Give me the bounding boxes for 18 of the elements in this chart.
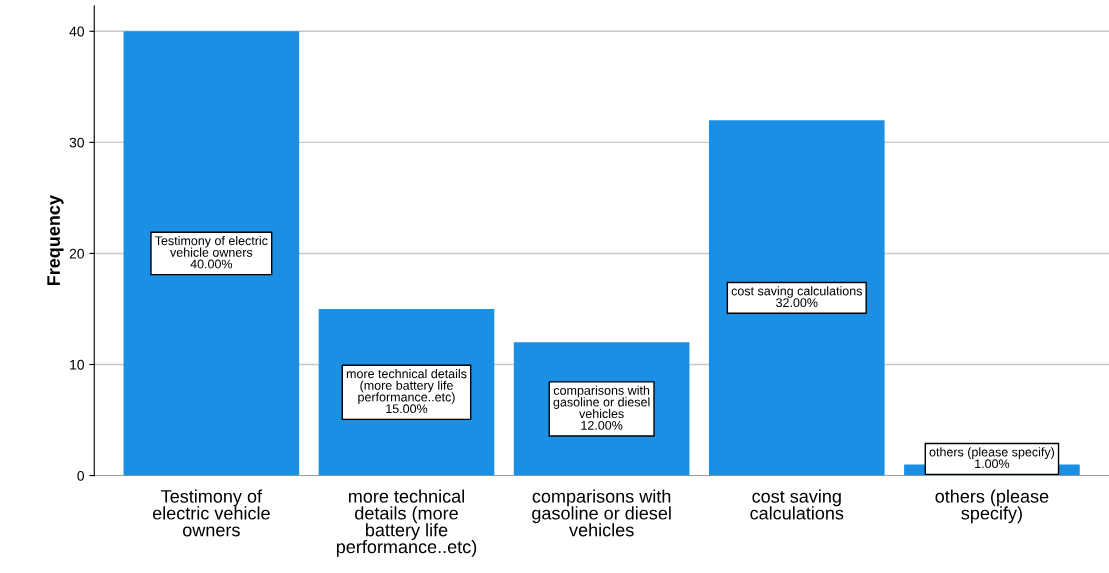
bar [123,31,300,476]
y-tick-label: 20 [69,248,84,259]
y-axis-title: Frequency [47,195,64,286]
data-label: others (please specify) 1.00% [929,447,1055,469]
y-tick-label: 10 [70,359,84,370]
bar [708,120,885,476]
x-tick-label: Testimony of electric vehicle owners [152,489,270,537]
x-tick-label: comparisons with gasoline or diesel vehicles [532,489,671,537]
data-label: Testimony of electric vehicle owners 40.00% [155,235,268,269]
data-label: comparisons with gasoline or diesel vehicles 12.00% [553,385,650,430]
y-tick-label: 40 [69,26,84,37]
x-tick-label: cost saving calculations [750,489,844,520]
data-label: more technical details (more battery life performance..etc) 15.00% [346,368,467,414]
x-tick-label: others (please specify) [935,489,1049,524]
y-tick-label: 30 [69,137,84,148]
y-tick-label: 0 [77,470,84,481]
x-tick-label: more technical details (more battery life performance..etc) [336,489,477,557]
data-label: cost saving calculations 32.00% [731,286,862,308]
